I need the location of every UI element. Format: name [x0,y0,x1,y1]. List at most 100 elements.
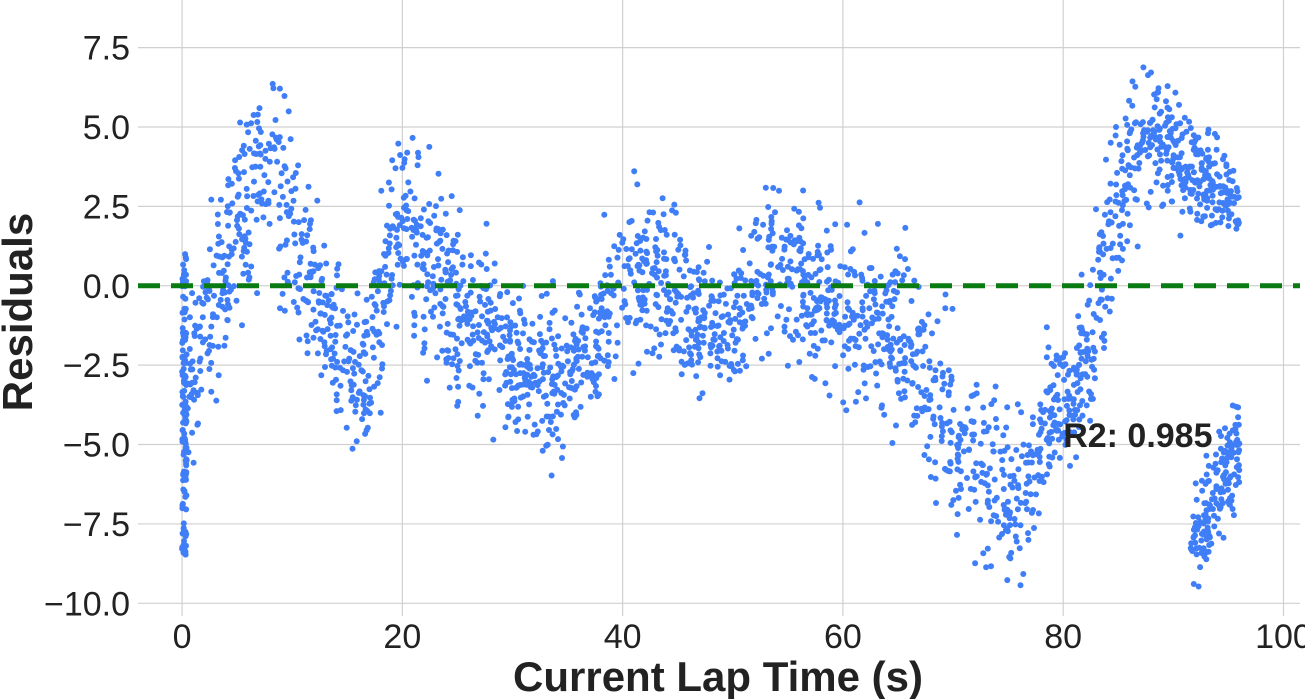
scatter-point [453,375,460,381]
scatter-point [605,330,612,336]
scatter-point [536,331,543,338]
scatter-point [411,332,418,339]
scatter-point [871,290,878,297]
scatter-point [1228,193,1235,200]
scatter-point [1100,233,1106,239]
scatter-point [551,341,558,348]
scatter-point [280,144,287,151]
scatter-point [715,298,722,305]
scatter-point [508,401,515,408]
scatter-point [503,369,510,375]
scatter-point [954,442,961,448]
scatter-point [1015,466,1022,473]
scatter-point [602,322,609,329]
scatter-point [911,277,918,284]
scatter-point [836,293,843,299]
scatter-point [620,236,627,243]
scatter-point [352,408,359,415]
scatter-point [989,441,996,448]
x-tick-label: 60 [824,618,862,656]
scatter-point [714,355,721,362]
scatter-point [1083,402,1090,409]
scatter-point [210,262,217,269]
scatter-point [1229,402,1236,409]
scatter-point [859,313,866,320]
scatter-point [276,134,283,141]
scatter-point [1079,371,1086,378]
scatter-point [815,199,822,206]
scatter-point [1117,241,1124,248]
scatter-point [857,322,864,329]
scatter-point [548,381,555,387]
scatter-point [661,249,667,256]
scatter-point [361,319,368,326]
scatter-point [343,424,350,431]
scatter-point [717,372,724,379]
scatter-point [356,353,363,360]
scatter-point [870,296,877,303]
scatter-point [1175,137,1182,144]
scatter-point [602,272,609,279]
scatter-point [218,239,225,246]
scatter-point [434,354,441,361]
scatter-point [1044,471,1050,478]
scatter-point [1179,208,1186,215]
scatter-point [365,372,372,379]
scatter-point [559,443,566,450]
scatter-point [837,263,844,270]
scatter-point [304,350,311,357]
scatter-point [393,234,400,241]
scatter-point [1147,188,1154,195]
scatter-point [1197,564,1204,571]
scatter-point [251,178,257,185]
scatter-point [573,341,580,348]
scatter-point [578,311,585,318]
scatter-point [386,297,393,304]
scatter-point [587,305,593,312]
scatter-point [812,270,819,277]
scatter-point [772,209,778,216]
scatter-point [1015,482,1022,489]
scatter-point [333,397,340,404]
scatter-point [1073,345,1080,351]
scatter-point [1013,538,1020,545]
scatter-point [1147,144,1154,151]
scatter-point [393,323,400,330]
scatter-point [242,261,249,268]
scatter-point [270,85,277,92]
scatter-point [1156,166,1163,173]
scatter-point [700,269,707,276]
scatter-point [1217,219,1224,226]
scatter-point [384,321,390,328]
scatter-point [232,157,239,164]
scatter-point [948,501,955,508]
scatter-point [1209,490,1216,496]
scatter-point [526,401,533,408]
scatter-point [1236,479,1243,486]
scatter-point [276,85,283,92]
scatter-point [340,367,346,374]
scatter-point [539,417,546,424]
scatter-point [601,211,608,218]
scatter-point [204,277,211,284]
scatter-point [659,195,666,202]
scatter-point [382,238,389,245]
scatter-point [1126,172,1133,179]
scatter-point [1043,324,1050,331]
scatter-point [656,223,663,230]
scatter-point [419,265,426,271]
scatter-point [318,372,325,379]
scatter-point [843,407,850,414]
scatter-point [929,330,935,337]
scatter-point [455,367,462,374]
scatter-point [466,339,473,346]
scatter-point [290,299,297,305]
scatter-point [582,343,589,350]
tick-labels: 0 20 40 60 80 1007.55.02.50.0−2.5−5.0−7.5−10.… [44,30,1305,656]
scatter-point [334,265,341,272]
scatter-point [1229,506,1236,512]
scatter-point [711,336,718,343]
scatter-point [290,218,297,225]
scatter-point [246,145,253,152]
scatter-point [361,410,367,417]
